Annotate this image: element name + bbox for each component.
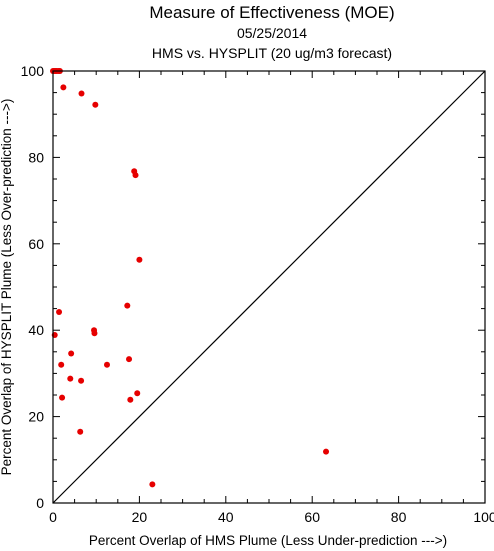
x-tick-label: 40 (218, 509, 234, 525)
plot-frame (52, 70, 486, 504)
data-point (59, 394, 66, 401)
y-tick-label: 100 (21, 63, 45, 79)
data-point (136, 256, 143, 263)
chart-date: 05/25/2014 (237, 25, 307, 41)
x-tick-labels: 0 20 40 60 80 100 (49, 509, 494, 525)
data-point (60, 84, 67, 91)
chart-subtitle: HMS vs. HYSPLIT (20 ug/m3 forecast) (152, 45, 392, 61)
data-point (78, 90, 85, 97)
data-point (149, 481, 156, 488)
x-tick-label: 0 (49, 509, 57, 525)
data-point (56, 309, 63, 316)
data-point (67, 375, 74, 382)
data-point (92, 101, 99, 108)
data-point (132, 172, 139, 179)
data-point (91, 330, 98, 337)
data-point (323, 448, 330, 455)
x-tick-label: 60 (304, 509, 320, 525)
diagonal-reference-line (52, 70, 486, 504)
y-tick-label: 20 (28, 409, 44, 425)
x-tick-label: 100 (473, 509, 494, 525)
x-tick-label: 80 (391, 509, 407, 525)
data-point (58, 361, 65, 368)
data-points (50, 68, 330, 488)
y-axis-label: Percent Overlap of HYSPLIT Plume (Less O… (0, 99, 14, 476)
data-point (127, 396, 134, 403)
x-tick-label: 20 (132, 509, 148, 525)
data-point (78, 377, 85, 384)
data-point (134, 390, 141, 397)
y-tick-label: 40 (28, 322, 44, 338)
data-point (68, 350, 75, 357)
data-point (77, 428, 84, 435)
data-point (124, 302, 131, 309)
chart-title: Measure of Effectiveness (MOE) (149, 3, 394, 22)
y-tick-label: 80 (28, 149, 44, 165)
y-tick-label: 60 (28, 236, 44, 252)
data-point (126, 356, 133, 363)
data-point (104, 361, 110, 368)
x-axis-label: Percent Overlap of HMS Plume (Less Under… (89, 533, 447, 548)
y-tick-label: 0 (36, 495, 44, 511)
y-tick-labels: 0 20 40 60 80 100 (21, 63, 45, 511)
